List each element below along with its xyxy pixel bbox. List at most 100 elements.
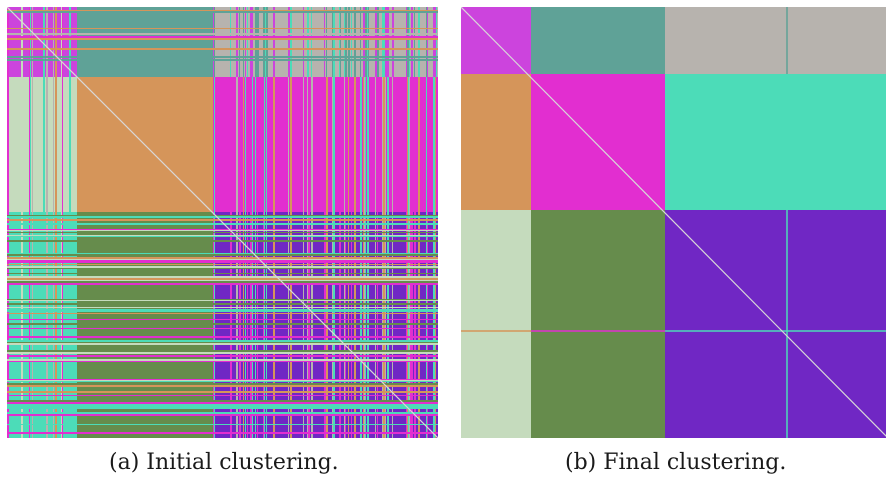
v-stripe-top	[230, 7, 231, 77]
v-stripe-top	[377, 7, 379, 77]
h-stripe-bottom	[7, 412, 438, 414]
h-stripe-bottom	[7, 414, 438, 416]
h-stripe-top	[7, 38, 438, 40]
v-stripe-left	[53, 7, 54, 438]
h-stripe-top	[7, 36, 438, 38]
final-clustering-svg	[461, 7, 886, 438]
v-stripe-top	[263, 7, 265, 77]
h-stripe-bottom	[7, 350, 438, 352]
v-stripe-top	[407, 7, 409, 77]
h-stripe-bottom	[7, 404, 438, 406]
block-1-2	[665, 74, 886, 210]
block-1-0	[461, 74, 531, 210]
h-stripe-top	[7, 11, 438, 13]
v-stripe-top	[333, 7, 334, 77]
h-stripe-bottom	[7, 336, 438, 338]
v-stripe-top	[252, 7, 253, 77]
h-stripe-bottom	[7, 259, 438, 260]
v-stripe-top	[236, 7, 238, 77]
v-stripe-left	[29, 7, 30, 438]
v-stripe-top	[365, 7, 367, 77]
v-stripe-top	[351, 7, 352, 77]
v-stripe-top	[257, 7, 259, 77]
h-stripe-bottom	[7, 328, 438, 329]
h-stripe-bottom	[7, 307, 438, 308]
h-stripe-bottom	[7, 323, 438, 325]
v-stripe-top	[324, 7, 325, 77]
v-stripe-top	[213, 7, 214, 77]
h-stripe-bottom	[7, 232, 438, 233]
v-stripe-top	[433, 7, 435, 77]
v-stripe-top	[363, 7, 365, 77]
h-stripe-bottom	[7, 313, 438, 314]
h-stripe-bottom	[7, 406, 438, 407]
base-block-1-0	[7, 77, 77, 212]
h-stripe-bottom	[7, 340, 438, 342]
caption-final-clustering: (b) Final clustering.	[565, 450, 787, 475]
v-stripe-top	[387, 7, 389, 77]
diagonal-line	[461, 7, 886, 437]
h-stripe-bottom	[7, 278, 438, 280]
h-stripe-bottom	[7, 303, 438, 305]
v-stripe-top	[255, 7, 257, 77]
v-stripe-top	[288, 7, 290, 77]
h-stripe-bottom	[7, 266, 438, 268]
h-stripe-bottom	[7, 276, 438, 278]
h-stripe-bottom	[7, 240, 438, 242]
h-stripe-bottom	[7, 257, 438, 259]
h-stripe-bottom	[7, 215, 438, 216]
v-stripe-left	[21, 7, 23, 438]
base-block-0-2	[213, 7, 438, 77]
caption-initial-clustering: (a) Initial clustering.	[109, 450, 339, 475]
h-stripe-bottom	[7, 432, 438, 434]
v-stripe-left	[7, 7, 9, 438]
v-stripe-top	[354, 7, 356, 77]
v-stripe-top	[385, 7, 387, 77]
h-stripe-bottom	[7, 391, 438, 393]
v-stripe-top	[409, 7, 410, 77]
v-stripe-left	[55, 7, 57, 438]
h-stripe-bottom	[7, 230, 438, 231]
v-stripe-top	[247, 7, 248, 77]
v-stripe-top	[411, 7, 413, 77]
v-stripe-top	[303, 7, 304, 77]
h-stripe-bottom	[7, 261, 438, 263]
v-stripe-top	[414, 7, 415, 77]
h-stripe-bottom	[7, 359, 438, 361]
block-1-1	[531, 74, 665, 210]
v-stripe-left	[46, 7, 48, 438]
h-stripe-bottom	[7, 264, 438, 265]
h-stripe-top	[7, 59, 438, 61]
h-stripe-bottom	[7, 407, 438, 409]
h-stripe-bottom	[7, 385, 438, 387]
h-stripe-bottom	[7, 229, 438, 230]
v-stripe-top	[435, 7, 436, 77]
v-stripe-top	[326, 7, 327, 77]
v-stripe-top	[339, 7, 340, 77]
diagonal-line	[7, 7, 438, 438]
h-stripe-bottom	[7, 319, 438, 320]
block-0-2	[665, 7, 886, 74]
h-stripe-bottom	[7, 402, 438, 404]
h-stripe-bottom	[7, 216, 438, 218]
h-stripe-top	[7, 48, 438, 50]
v-stripe-top	[360, 7, 361, 77]
v-stripe-top	[344, 7, 345, 77]
v-stripe-top	[334, 7, 335, 77]
h-stripe-bottom	[7, 273, 438, 274]
v-stripe-top	[382, 7, 383, 77]
v-stripe-top	[307, 7, 308, 77]
h-stripe-bottom	[7, 254, 438, 256]
h-stripe-bottom	[7, 343, 438, 345]
v-stripe-top	[308, 7, 309, 77]
v-stripe-left	[62, 7, 63, 438]
h-stripe-bottom	[7, 383, 438, 385]
v-stripe-top	[245, 7, 246, 77]
h-stripe-bottom	[7, 311, 438, 312]
h-stripe-top	[7, 28, 438, 29]
v-stripe-left	[69, 7, 71, 438]
v-stripe-top	[367, 7, 368, 77]
h-stripe-bottom	[7, 281, 438, 283]
v-stripe-top	[290, 7, 292, 77]
v-stripe-top	[243, 7, 244, 77]
